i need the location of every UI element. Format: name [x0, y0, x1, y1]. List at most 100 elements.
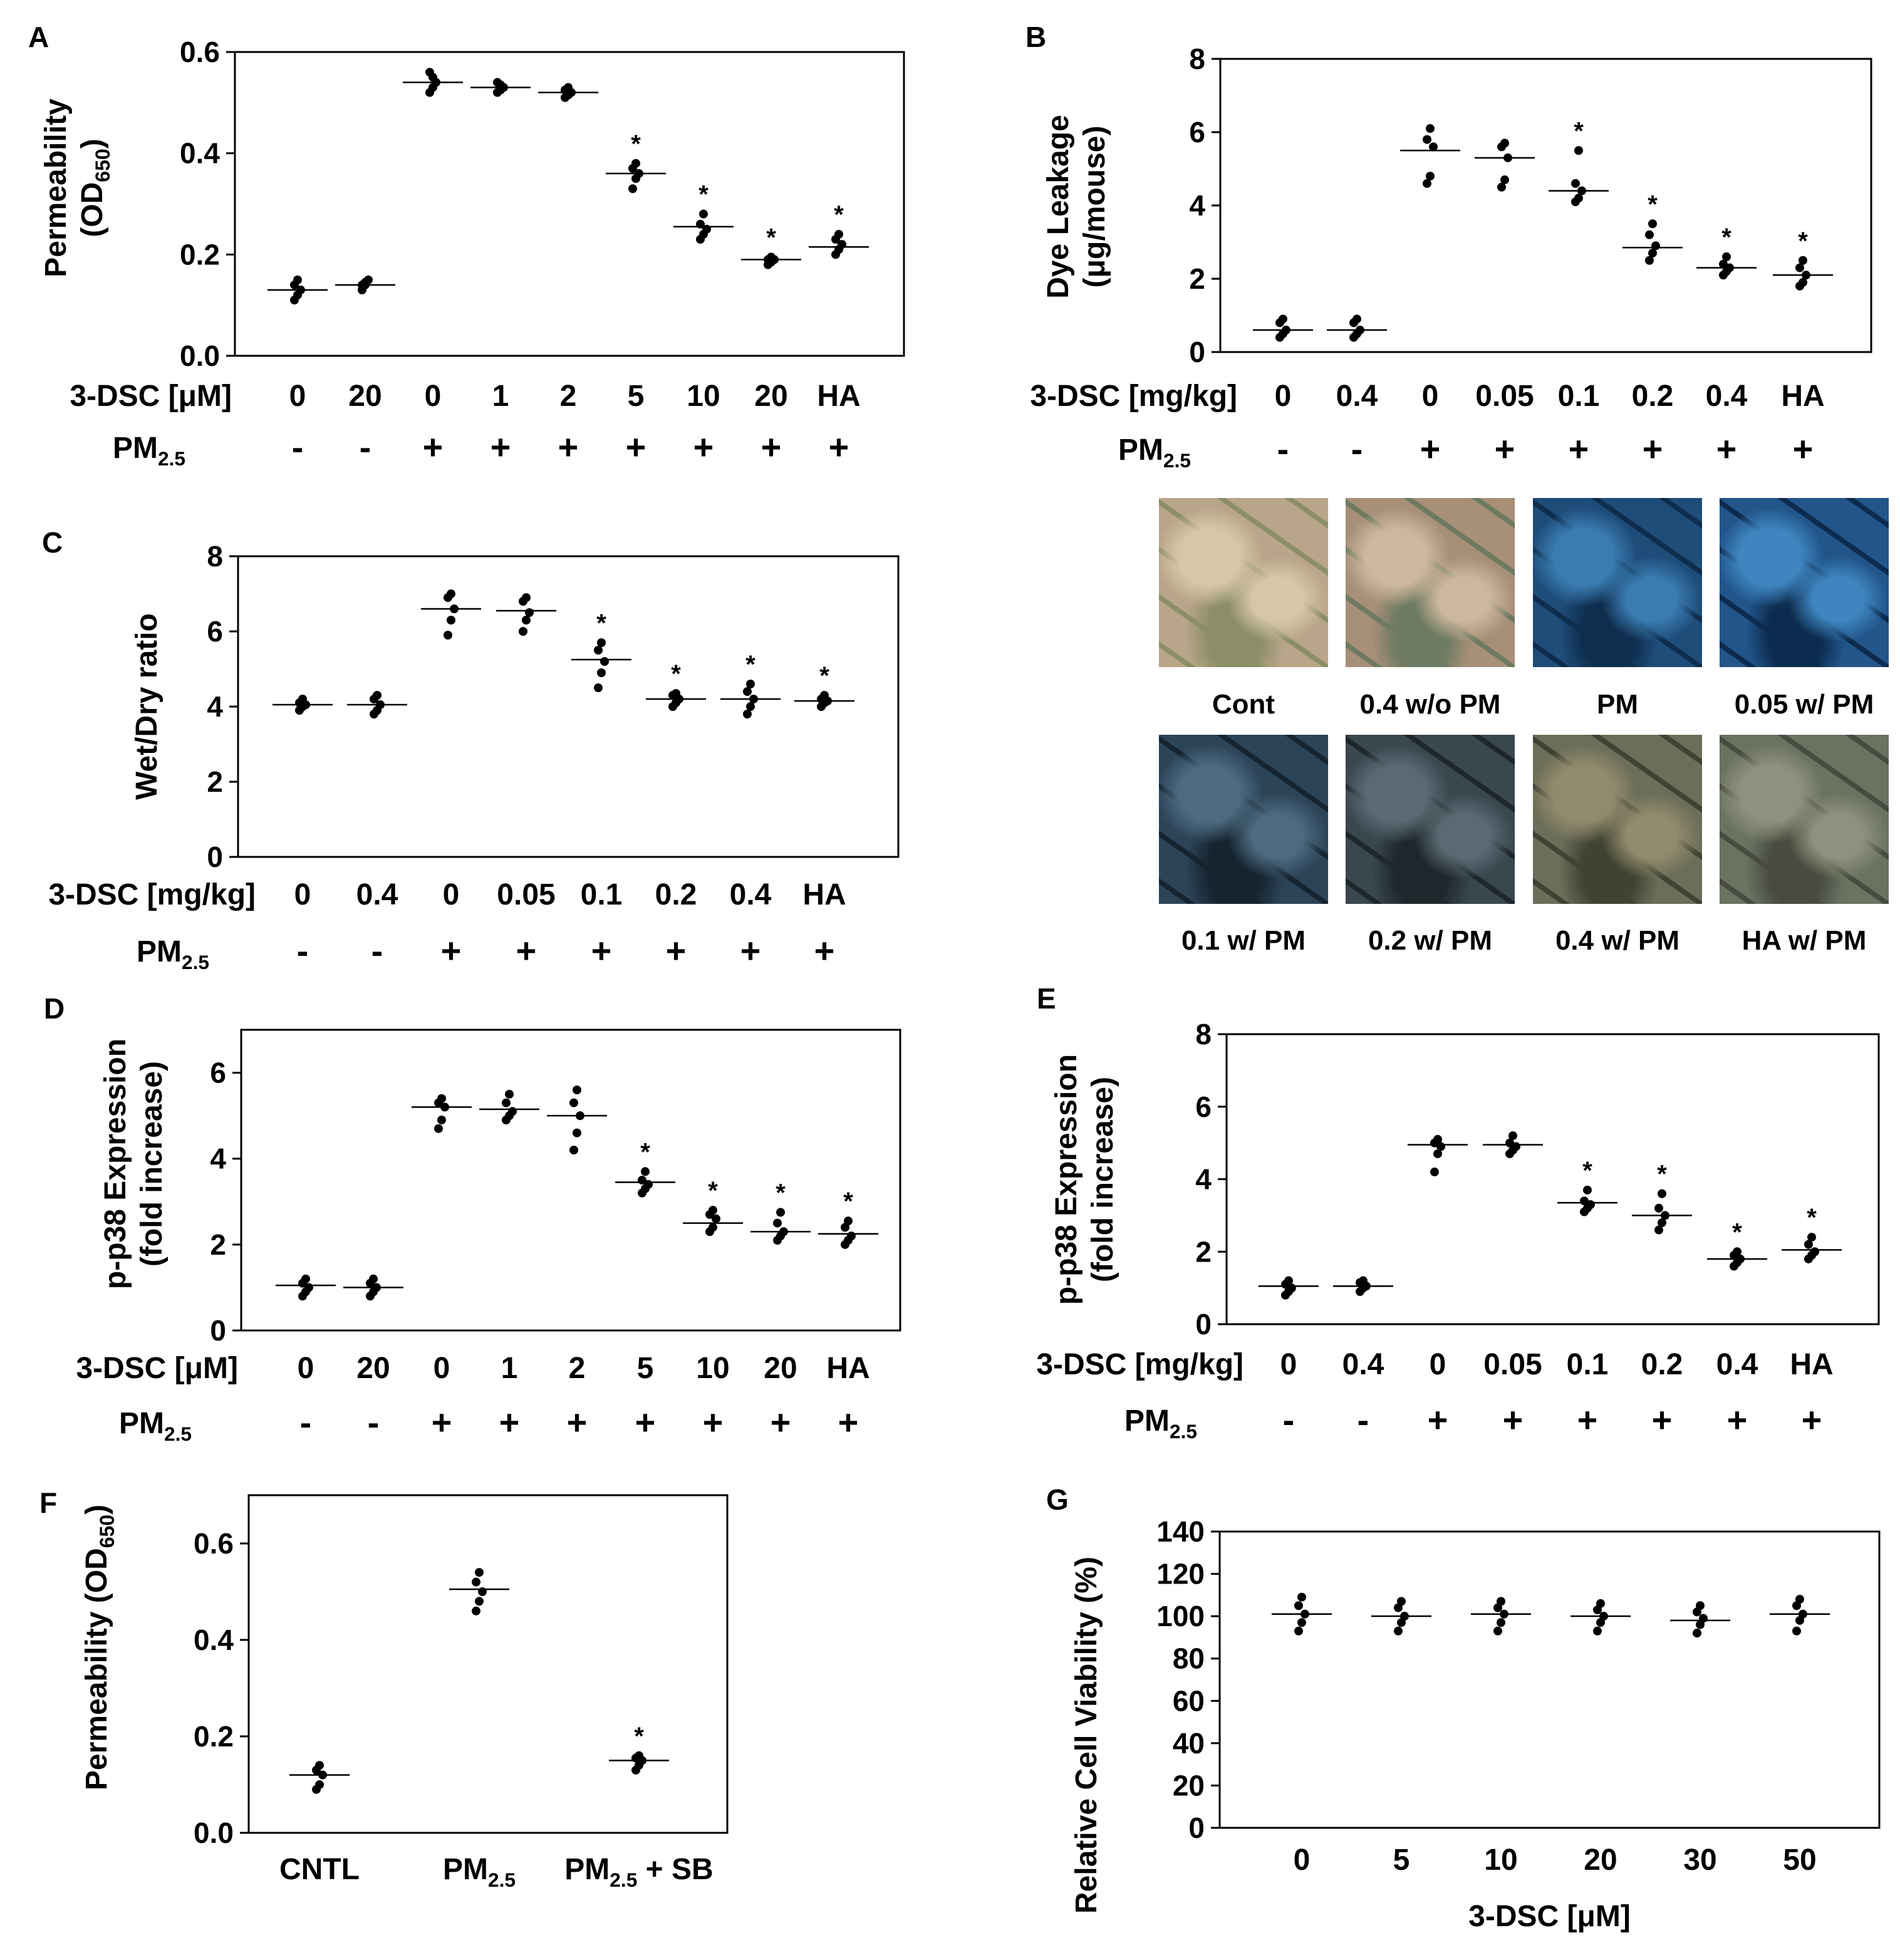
data-point	[525, 608, 534, 617]
row-label-pm: PM2.5​	[1118, 433, 1191, 472]
group-2: *	[609, 1723, 669, 1775]
y-axis-label-line: (fold increase)	[1086, 1077, 1119, 1282]
y-tick-label: 0	[1189, 336, 1205, 368]
y-axis-label: p-p38 Expression (fold increase)	[99, 1039, 169, 1289]
data-point	[1352, 314, 1361, 324]
group-4: *	[1557, 1157, 1617, 1216]
intestine-photo	[1346, 735, 1515, 904]
dose-label: HA	[802, 878, 846, 911]
dose-label: 0.05	[497, 878, 555, 911]
data-point	[1497, 1618, 1505, 1627]
group-0	[276, 1274, 336, 1301]
data-point	[600, 657, 609, 666]
significance-star: *	[1721, 224, 1731, 251]
significance-star: *	[698, 181, 709, 209]
pm-sign: -	[1277, 429, 1289, 469]
data-point	[1596, 1599, 1605, 1608]
data-point	[1722, 252, 1731, 261]
data-point	[594, 683, 603, 692]
dose-label: 0	[289, 380, 306, 413]
pm-sign: +	[740, 931, 761, 970]
group-1	[343, 1274, 403, 1301]
plot-frame	[240, 1029, 901, 1332]
data-point	[1583, 1185, 1592, 1195]
dose-label: 20	[356, 1352, 390, 1385]
data-point	[1580, 1196, 1589, 1206]
dose-label: 0	[425, 380, 442, 413]
data-point	[746, 680, 755, 688]
group-3	[1483, 1131, 1543, 1158]
dose-label: 0	[1422, 380, 1439, 413]
significance-star: *	[1657, 1161, 1667, 1188]
y-axis-label-line: Permeability (OD650)	[80, 1505, 118, 1790]
pm-sign: -	[292, 427, 304, 467]
group-3	[496, 593, 556, 636]
y-tick-label: 2	[1189, 262, 1205, 295]
data-point	[1359, 1276, 1368, 1285]
data-point	[1284, 1276, 1293, 1285]
data-point	[472, 1606, 480, 1615]
data-point	[1430, 1167, 1439, 1176]
panel-letter-b: B	[1025, 21, 1046, 53]
group-6: *	[683, 1177, 743, 1237]
group-8: *	[818, 1188, 878, 1249]
y-tick-label: 100	[1156, 1600, 1205, 1632]
pm-sign: -	[1283, 1400, 1295, 1439]
photo-label: Cont	[1212, 689, 1275, 720]
group-4: *	[1549, 117, 1609, 207]
plot-frame	[234, 51, 905, 357]
pm-sign: -	[368, 1403, 380, 1442]
pm-sign: +	[829, 427, 849, 467]
data-point	[1658, 1189, 1666, 1198]
panel-letter-f: F	[39, 1486, 57, 1519]
group-6: *	[1707, 1218, 1767, 1271]
panel-a: A 0.0 0.2 0.4 0.6 Permeability (OD650) * * * * 3-DS…	[28, 21, 905, 470]
data-point	[1297, 1618, 1306, 1627]
data-point	[631, 158, 640, 168]
significance-star: *	[634, 1723, 644, 1750]
data-point	[1810, 1247, 1819, 1257]
pm-sign: +	[1503, 1400, 1524, 1439]
pm-sign: +	[1420, 429, 1441, 469]
category-label: 50	[1783, 1843, 1816, 1877]
data-point	[369, 1274, 378, 1283]
dose-label: 0.2	[1632, 380, 1674, 413]
data-point	[505, 1089, 514, 1099]
photo-label: 0.05 w/ PM	[1734, 689, 1874, 720]
pm-sign: +	[516, 931, 537, 970]
y-tick-label: 2	[207, 765, 223, 798]
y-tick-label: 8	[1189, 43, 1205, 75]
y-tick-label: 20	[1173, 1769, 1205, 1802]
data-point	[776, 1208, 785, 1217]
y-tick-label: 0.4	[180, 137, 220, 170]
dose-label: 0.4	[1336, 380, 1378, 413]
panel-letter-g: G	[1046, 1483, 1069, 1516]
group-5: *	[1632, 1161, 1692, 1235]
category-label: 20	[1584, 1843, 1617, 1877]
data-point	[1497, 182, 1506, 192]
pm-sign: +	[1428, 1400, 1448, 1439]
plot-frame	[237, 555, 900, 858]
group-5: *	[606, 130, 666, 194]
pm-sign: +	[1569, 429, 1589, 469]
significance-star: *	[1648, 190, 1658, 218]
data-point	[301, 1274, 310, 1283]
group-5: *	[646, 660, 706, 711]
data-point	[1433, 1149, 1442, 1158]
dose-label: 0	[294, 878, 311, 911]
data-point	[1654, 1203, 1663, 1213]
data-point	[1426, 172, 1435, 181]
data-point	[709, 1206, 717, 1215]
group-1	[1327, 314, 1387, 342]
row-label-dose: 3-DSC [μM]	[70, 380, 232, 413]
category-label: PM2.5​ + SB	[564, 1853, 713, 1891]
plot-frame	[247, 1494, 729, 1834]
dose-label: 0.2	[655, 878, 697, 911]
dose-label: 0.1	[581, 878, 623, 911]
dose-label: 0	[1275, 380, 1292, 413]
y-tick-label: 6	[207, 615, 223, 648]
row-label-pm: PM2.5​	[113, 432, 185, 470]
y-tick-label: 0.6	[180, 36, 220, 68]
group-2	[1471, 1597, 1531, 1636]
significance-star: *	[1798, 227, 1808, 255]
